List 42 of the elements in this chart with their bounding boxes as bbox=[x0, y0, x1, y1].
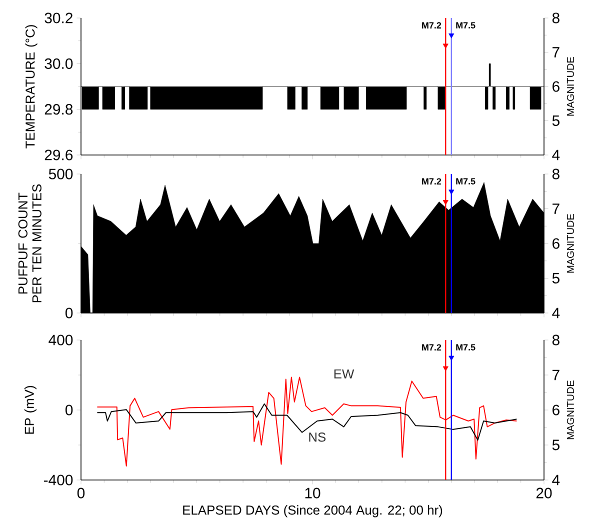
y2-tick-label: 4 bbox=[552, 150, 560, 160]
y2-axis-title: MAGNITUDE bbox=[566, 214, 574, 273]
y-tick-label: 29.6 bbox=[44, 150, 73, 160]
y2-tick-label: 8 bbox=[552, 334, 560, 346]
x-tick-label: 20 bbox=[536, 488, 552, 498]
ref-line-label: M7.2 bbox=[422, 344, 442, 350]
y-tick-label: 0 bbox=[65, 404, 73, 416]
ref-line-label: M7.2 bbox=[422, 22, 442, 28]
y2-axis-title: MAGNITUDE bbox=[566, 57, 574, 116]
ref-line-label: M7.2 bbox=[422, 178, 442, 184]
series-label: NS bbox=[309, 432, 326, 442]
y2-tick-label: 5 bbox=[552, 440, 560, 450]
x-axis-title: ELAPSED DAYS (Since 2004 Aug. 22; 00 hr) bbox=[183, 505, 442, 518]
y-axis-title: PUFPUF COUNT PER TEN MINUTES bbox=[18, 184, 42, 302]
y-tick-label: 30.2 bbox=[44, 12, 72, 24]
y2-tick-label: 7 bbox=[552, 47, 560, 58]
y-tick-label: 30.0 bbox=[44, 58, 73, 69]
y-tick-label: 29.8 bbox=[44, 104, 73, 115]
y-tick-label: 400 bbox=[48, 334, 73, 346]
ref-line-label: M7.5 bbox=[456, 344, 476, 350]
y-tick-label: 500 bbox=[48, 168, 73, 180]
y2-tick-label: 8 bbox=[552, 12, 560, 24]
y2-tick-label: 8 bbox=[552, 168, 560, 180]
x-tick-label: 10 bbox=[305, 488, 320, 498]
y2-tick-label: 6 bbox=[552, 81, 560, 92]
y2-tick-label: 7 bbox=[552, 370, 560, 380]
y2-tick-label: 6 bbox=[552, 404, 560, 416]
y2-tick-label: 5 bbox=[552, 273, 560, 284]
y2-tick-label: 7 bbox=[552, 204, 560, 214]
y2-tick-label: 4 bbox=[552, 474, 560, 486]
y2-tick-label: 6 bbox=[552, 238, 560, 249]
text: EW bbox=[334, 369, 354, 378]
y2-tick-label: 5 bbox=[552, 116, 560, 126]
x-tick-label: 0 bbox=[77, 488, 85, 498]
y-tick-label: -400 bbox=[44, 474, 73, 486]
y2-axis-title: MAGNITUDE bbox=[566, 380, 574, 440]
ref-line-label: M7.5 bbox=[456, 178, 476, 184]
y-axis-title: TEMPERATURE (°C) bbox=[25, 25, 38, 148]
y2-tick-label: 4 bbox=[552, 308, 560, 318]
y-tick-label: 0 bbox=[65, 308, 73, 318]
y-axis-title: EP (mV) bbox=[24, 386, 36, 434]
ref-line-label: M7.5 bbox=[456, 22, 476, 28]
